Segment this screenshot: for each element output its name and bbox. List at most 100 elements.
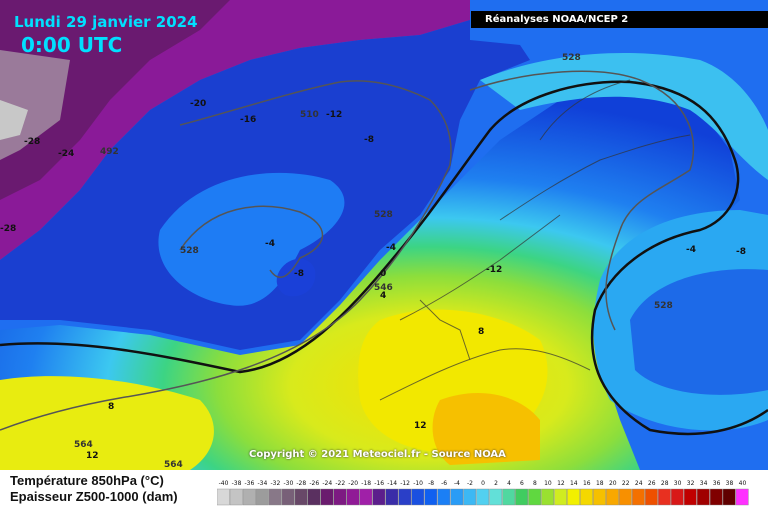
scale-tick-label: 6 (520, 480, 524, 487)
scale-swatch (541, 488, 554, 506)
scale-tick-label: 38 (726, 480, 734, 487)
temp-label-12-southwest: 12 (86, 451, 99, 461)
scale-swatch (346, 488, 360, 506)
arctic-core-zone (0, 0, 230, 200)
scale-tick-label: -28 (296, 480, 306, 487)
scale-tick-label: -6 (441, 480, 447, 487)
scale-tick-label: 4 (507, 480, 511, 487)
temp-label-zero: 0 (380, 269, 386, 279)
scale-tick-label: 30 (674, 480, 682, 487)
scale-tick-label: -34 (257, 480, 267, 487)
temperature-labels: -28 -24 -20 -16 -12 -8 -4 -8 -4 0 4 -4 -… (0, 99, 746, 461)
scale-tick-label: -24 (322, 480, 332, 487)
map-time: 0:00 UTC (21, 33, 123, 57)
temp-label-minus4-coast: -4 (386, 243, 396, 253)
thickness-label-528-east: 528 (654, 301, 673, 311)
scale-swatch (489, 488, 503, 506)
scale-tick-label: -16 (374, 480, 384, 487)
scale-swatch (722, 488, 736, 506)
temp-label-12-med: 12 (414, 421, 427, 431)
scale-swatch (398, 488, 412, 506)
temp-label-minus8-east: -8 (736, 247, 746, 257)
copyright-notice: Copyright © 2021 Meteociel.fr - Source N… (249, 449, 506, 460)
scale-tick-label: -32 (270, 480, 280, 487)
scale-tick-label: -36 (244, 480, 254, 487)
scale-tick-label: 36 (713, 480, 721, 487)
temp-label-minus12: -12 (326, 110, 342, 120)
temp-label-minus16: -16 (240, 115, 256, 125)
temp-label-8-iberia: 8 (478, 327, 484, 337)
temp-label-minus4-east: -4 (686, 245, 696, 255)
thickness-label-528-north: 528 (562, 53, 581, 63)
thickness-label-528-mid: 528 (374, 210, 393, 220)
scale-swatch (709, 488, 723, 506)
temperature-map: -28 -24 -20 -16 -12 -8 -4 -8 -4 0 4 -4 -… (0, 0, 768, 470)
scale-swatch (567, 488, 580, 506)
scale-tick-label: 22 (622, 480, 630, 487)
scale-tick-label: 12 (557, 480, 565, 487)
scale-swatch (268, 488, 282, 506)
scale-swatch (281, 488, 295, 506)
scale-tick-label: -18 (361, 480, 371, 487)
warm-airmass (0, 85, 740, 470)
scale-swatch (670, 488, 684, 506)
temp-label-minus8-north: -8 (364, 135, 374, 145)
thickness-labels: 510 492 528 528 528 528 546 564 564 (74, 53, 673, 470)
scale-tick-label: 32 (687, 480, 695, 487)
scale-tick-label: 16 (583, 480, 591, 487)
scale-swatch (528, 488, 541, 506)
scale-swatch (320, 488, 334, 506)
scale-swatch (424, 488, 438, 506)
thickness-label-546: 546 (374, 283, 393, 293)
scandinavia-cyan-zone (480, 52, 768, 180)
scale-swatch (437, 488, 451, 506)
scale-swatch (463, 488, 477, 506)
scale-tick-label: 18 (596, 480, 604, 487)
thickness-label-564-b: 564 (164, 460, 183, 470)
scale-tick-label: -20 (348, 480, 358, 487)
scale-tick-label: -10 (413, 480, 423, 487)
thickness-label-564-a: 564 (74, 440, 93, 450)
scale-swatch (385, 488, 399, 506)
map-date: Lundi 29 janvier 2024 (14, 13, 198, 31)
scale-swatch (658, 488, 671, 506)
scale-swatch (359, 488, 373, 506)
scale-swatch (307, 488, 321, 506)
scale-swatch (255, 488, 269, 506)
scale-swatch (372, 488, 386, 506)
scale-swatch (696, 488, 710, 506)
legend-title-temperature: Température 850hPa (°C) (10, 473, 164, 488)
temp-label-minus8-west: -8 (294, 269, 304, 279)
southwest-warm-zone (0, 376, 214, 470)
scale-swatch (242, 488, 256, 506)
temp-label-minus24: -24 (58, 149, 74, 159)
thickness-label-528-west: 528 (180, 246, 199, 256)
coastline-outlines (379, 79, 691, 401)
scale-tick-label: 28 (661, 480, 669, 487)
scale-tick-label: -30 (283, 480, 293, 487)
scale-swatch (229, 488, 243, 506)
scale-swatch (554, 488, 567, 506)
scale-swatch (294, 488, 308, 506)
temp-label-minus4-west: -4 (265, 239, 275, 249)
scale-tick-label: 0 (481, 480, 485, 487)
temp-label-4: 4 (380, 291, 386, 301)
thickness-label-492: 492 (100, 147, 119, 157)
scale-swatch (411, 488, 425, 506)
scale-tick-label: -22 (335, 480, 345, 487)
scale-swatch (606, 488, 619, 506)
temp-label-minus28-edge: -28 (0, 224, 16, 234)
scale-tick-label: 10 (544, 480, 552, 487)
north-africa-warm-zone (432, 392, 540, 465)
scale-tick-label: -38 (232, 480, 242, 487)
scale-tick-label: -40 (219, 480, 229, 487)
scale-swatch (580, 488, 593, 506)
scale-tick-label: -12 (400, 480, 410, 487)
source-label: Réanalyses NOAA/NCEP 2 (471, 11, 768, 28)
temp-label-12-europe: -12 (486, 265, 502, 275)
scale-tick-label: 40 (739, 480, 747, 487)
scale-tick-label: 24 (635, 480, 643, 487)
atlantic-cold-core (276, 258, 316, 297)
temp-label-8-southwest: 8 (108, 402, 114, 412)
